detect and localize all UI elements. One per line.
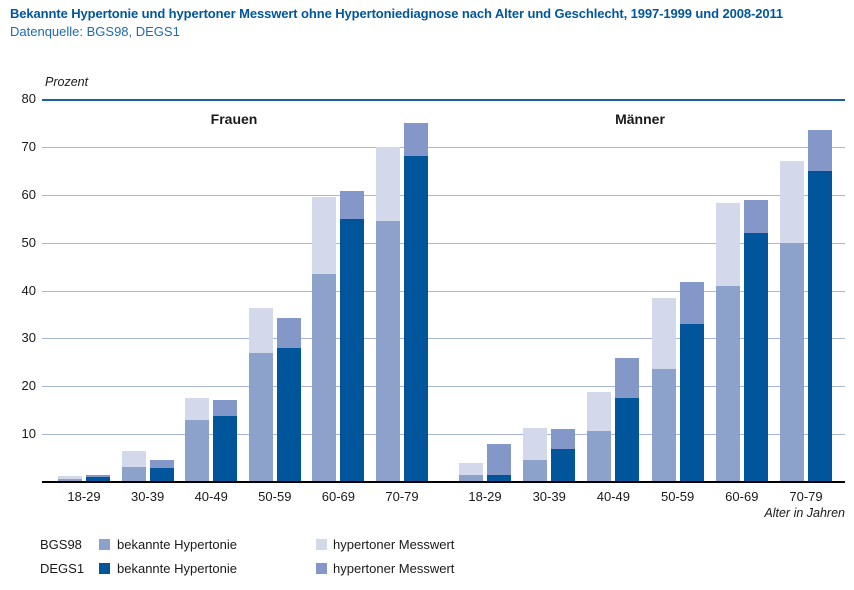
gridline-20	[42, 386, 845, 388]
x-tick-label-männer-50-59: 50-59	[660, 489, 695, 504]
legend-row-bgs98: BGS98 bekannte Hypertonie hypertoner Mes…	[0, 537, 854, 553]
bar-frauen-60-69-degs1-hypertoner-messwert	[340, 191, 365, 219]
gridline-40	[42, 290, 845, 292]
bar-frauen-30-39-bgs98-bekannte-hypertonie	[121, 466, 146, 482]
bar-frauen-60-69-degs1-bekannte-hypertonie	[340, 218, 365, 482]
panel-label-maenner: Männer	[615, 111, 665, 127]
bar-frauen-40-49-bgs98-bekannte-hypertonie	[185, 419, 210, 482]
y-tick-label-70: 70	[21, 138, 36, 154]
bar-männer-60-69-degs1-hypertoner-messwert	[743, 199, 768, 234]
x-tick-label-frauen-30-39: 30-39	[130, 489, 165, 504]
y-axis-unit-label: Prozent	[45, 75, 89, 89]
bar-frauen-18-29-bgs98-hypertoner-messwert	[58, 476, 82, 480]
gridline-30	[42, 338, 845, 340]
bar-frauen-18-29-bgs98-bekannte-hypertonie	[58, 479, 82, 482]
bar-männer-30-39-bgs98-hypertoner-messwert	[523, 428, 548, 461]
bar-frauen-30-39-degs1-bekannte-hypertonie	[149, 467, 174, 482]
plot-area: 18-29 30-39 40-49 50-59 60-69 70-79 18-29 30-39…	[42, 99, 845, 504]
bar-frauen-50-59-degs1-bekannte-hypertonie	[276, 347, 301, 482]
x-tick-label-frauen-70-79: 70-79	[385, 489, 419, 504]
x-tick-label-männer-70-79: 70-79	[789, 489, 823, 504]
legend-swatch-degs1-messwert	[316, 563, 327, 574]
gridline-60	[42, 194, 845, 196]
y-tick-label-30: 30	[21, 330, 36, 346]
bar-frauen-70-79-bgs98-bekannte-hypertonie	[376, 221, 400, 482]
x-tick-label-männer-18-29: 18-29	[468, 489, 502, 504]
bar-frauen-18-29-degs1-bekannte-hypertonie	[86, 477, 110, 482]
gridline-80	[42, 99, 845, 101]
legend-survey-degs1: DEGS1	[40, 561, 85, 576]
x-tick-label-männer-40-49: 40-49	[596, 489, 631, 504]
legend-label-bgs98-bekannte: bekannte Hypertonie	[117, 537, 237, 552]
bar-frauen-50-59-degs1-hypertoner-messwert	[276, 317, 301, 348]
bar-frauen-18-29-degs1-hypertoner-messwert	[86, 474, 110, 478]
x-tick-label-männer-60-69: 60-69	[725, 489, 759, 504]
legend-label-degs1-bekannte: bekannte Hypertonie	[117, 561, 237, 576]
bar-männer-40-49-bgs98-bekannte-hypertonie	[587, 431, 612, 482]
y-tick-label-60: 60	[21, 186, 36, 202]
bar-frauen-60-69-bgs98-hypertoner-messwert	[312, 197, 337, 274]
bar-frauen-60-69-bgs98-bekannte-hypertonie	[312, 273, 337, 482]
gridline-50	[42, 242, 845, 244]
bar-frauen-30-39-degs1-hypertoner-messwert	[149, 459, 174, 468]
bar-männer-18-29-bgs98-hypertoner-messwert	[459, 462, 483, 475]
y-tick-label-40: 40	[21, 282, 36, 298]
bar-männer-60-69-degs1-bekannte-hypertonie	[743, 233, 768, 482]
bar-männer-40-49-bgs98-hypertoner-messwert	[587, 391, 612, 432]
y-tick-label-50: 50	[21, 234, 36, 250]
bar-männer-18-29-degs1-hypertoner-messwert	[487, 444, 511, 475]
x-tick-label-männer-30-39: 30-39	[532, 489, 566, 504]
legend-swatch-degs1-bekannte	[99, 563, 110, 574]
y-tick-label-10: 10	[21, 426, 36, 442]
bar-frauen-70-79-degs1-bekannte-hypertonie	[404, 156, 428, 482]
bar-frauen-40-49-degs1-hypertoner-messwert	[213, 400, 238, 417]
data-source: Datenquelle: BGS98, DEGS1	[10, 24, 180, 39]
y-tick-label-80: 80	[21, 91, 36, 106]
x-tick-label-frauen-60-69: 60-69	[321, 489, 356, 504]
legend-swatch-bgs98-bekannte	[99, 539, 110, 550]
x-axis-unit-label: Alter in Jahren	[764, 506, 845, 520]
bar-männer-40-49-degs1-bekannte-hypertonie	[615, 398, 640, 482]
panel-label-frauen: Frauen	[210, 111, 258, 127]
bar-männer-60-69-bgs98-bekannte-hypertonie	[715, 285, 740, 482]
legend-row-degs1: DEGS1 bekannte Hypertonie hypertoner Mes…	[0, 561, 854, 577]
bar-männer-30-39-bgs98-bekannte-hypertonie	[523, 460, 548, 482]
y-axis-labels: 10 20 30 40 50 60 70 80	[0, 91, 36, 482]
x-axis-line	[42, 481, 845, 483]
x-tick-label-frauen-50-59: 50-59	[258, 489, 292, 504]
bar-männer-50-59-degs1-hypertoner-messwert	[679, 281, 704, 325]
bar-männer-70-79-bgs98-hypertoner-messwert	[780, 161, 804, 243]
gridline-10	[42, 434, 845, 436]
bar-frauen-50-59-bgs98-bekannte-hypertonie	[248, 352, 273, 482]
bar-männer-60-69-bgs98-hypertoner-messwert	[715, 203, 740, 286]
x-tick-label-frauen-18-29: 18-29	[67, 489, 101, 504]
bar-frauen-40-49-bgs98-hypertoner-messwert	[185, 397, 210, 420]
gridline-70	[42, 146, 845, 148]
bar-frauen-70-79-bgs98-hypertoner-messwert	[376, 146, 400, 222]
page-title: Bekannte Hypertonie und hypertoner Messw…	[10, 6, 784, 21]
bar-männer-50-59-bgs98-hypertoner-messwert	[651, 298, 676, 369]
bar-männer-18-29-bgs98-bekannte-hypertonie	[459, 474, 483, 482]
bar-männer-40-49-degs1-hypertoner-messwert	[615, 357, 640, 399]
bar-männer-30-39-degs1-hypertoner-messwert	[551, 429, 576, 449]
y-tick-label-20: 20	[21, 378, 36, 394]
bar-frauen-70-79-degs1-hypertoner-messwert	[404, 122, 428, 157]
bar-männer-50-59-degs1-bekannte-hypertonie	[679, 324, 704, 482]
legend-label-bgs98-messwert: hypertoner Messwert	[333, 537, 455, 552]
legend-swatch-bgs98-messwert	[316, 539, 327, 550]
bar-männer-18-29-degs1-bekannte-hypertonie	[487, 474, 511, 482]
legend-label-degs1-messwert: hypertoner Messwert	[333, 561, 455, 576]
bar-frauen-50-59-bgs98-hypertoner-messwert	[248, 307, 273, 353]
legend-survey-bgs98: BGS98	[40, 537, 82, 552]
bar-frauen-30-39-bgs98-hypertoner-messwert	[121, 451, 146, 467]
bar-männer-50-59-bgs98-bekannte-hypertonie	[651, 368, 676, 482]
bar-männer-70-79-degs1-hypertoner-messwert	[808, 130, 832, 171]
bar-männer-30-39-degs1-bekannte-hypertonie	[551, 448, 576, 482]
bar-männer-70-79-bgs98-bekannte-hypertonie	[780, 242, 804, 482]
bar-männer-70-79-degs1-bekannte-hypertonie	[808, 170, 832, 482]
x-tick-label-frauen-40-49: 40-49	[194, 489, 228, 504]
bar-frauen-40-49-degs1-bekannte-hypertonie	[213, 416, 238, 482]
